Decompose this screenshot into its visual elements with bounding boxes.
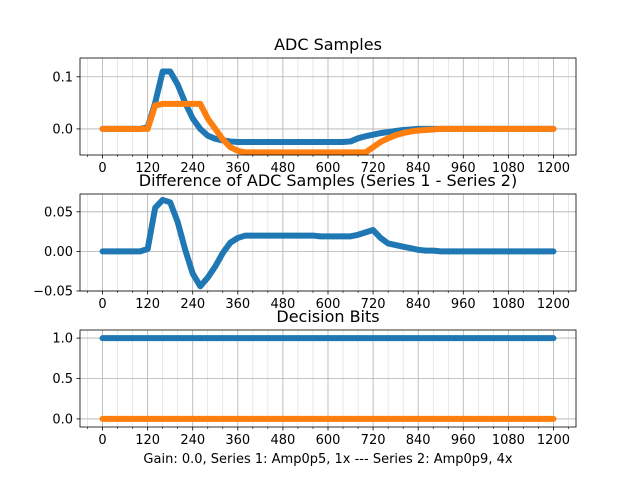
x-tick-label: 1200	[537, 433, 570, 448]
x-tick-label: 1080	[492, 161, 525, 176]
x-tick-label: 240	[180, 433, 205, 448]
x-tick-label: 960	[451, 161, 476, 176]
x-tick-label: 0	[98, 161, 106, 176]
x-tick-label: 840	[406, 297, 431, 312]
x-tick-label: 840	[406, 161, 431, 176]
x-tick-label: 120	[135, 297, 160, 312]
x-tick-label: 720	[361, 433, 386, 448]
x-tick-label: 1200	[537, 161, 570, 176]
y-tick-label: 0.0	[52, 412, 73, 427]
y-tick-label: 0.5	[52, 372, 73, 387]
x-tick-label: 720	[361, 161, 386, 176]
x-tick-label: 360	[225, 161, 250, 176]
y-tick-label: 0.05	[44, 205, 73, 220]
x-tick-label: 360	[225, 433, 250, 448]
x-tick-label: 600	[316, 161, 341, 176]
y-tick-label: 0.1	[52, 70, 73, 85]
y-tick-label: −0.05	[33, 285, 73, 300]
x-tick-label: 240	[180, 297, 205, 312]
x-tick-label: 600	[316, 433, 341, 448]
x-tick-label: 240	[180, 161, 205, 176]
x-tick-label: 960	[451, 297, 476, 312]
x-tick-label: 0	[98, 433, 106, 448]
x-tick-label: 600	[316, 297, 341, 312]
x-tick-label: 0	[98, 297, 106, 312]
y-tick-label: 1.0	[52, 332, 73, 347]
x-tick-label: 480	[270, 297, 295, 312]
data-line	[99, 196, 557, 290]
chart-title: ADC Samples	[274, 35, 382, 54]
x-tick-label: 1080	[492, 433, 525, 448]
x-tick-label: 720	[361, 297, 386, 312]
x-tick-label: 360	[225, 297, 250, 312]
x-tick-label: 1200	[537, 297, 570, 312]
x-tick-label: 120	[135, 161, 160, 176]
x-tick-label: 1080	[492, 297, 525, 312]
y-tick-label: 0.00	[44, 245, 73, 260]
y-tick-label: 0.0	[52, 122, 73, 137]
x-axis-label: Gain: 0.0, Series 1: Amp0p5, 1x --- Seri…	[143, 452, 512, 467]
chart-title: Decision Bits	[276, 307, 379, 326]
x-tick-label: 480	[270, 433, 295, 448]
x-tick-label: 480	[270, 161, 295, 176]
x-tick-label: 960	[451, 433, 476, 448]
chart-title: Difference of ADC Samples (Series 1 - Se…	[139, 171, 517, 190]
data-line	[99, 100, 557, 156]
x-tick-label: 840	[406, 433, 431, 448]
x-tick-label: 120	[135, 433, 160, 448]
